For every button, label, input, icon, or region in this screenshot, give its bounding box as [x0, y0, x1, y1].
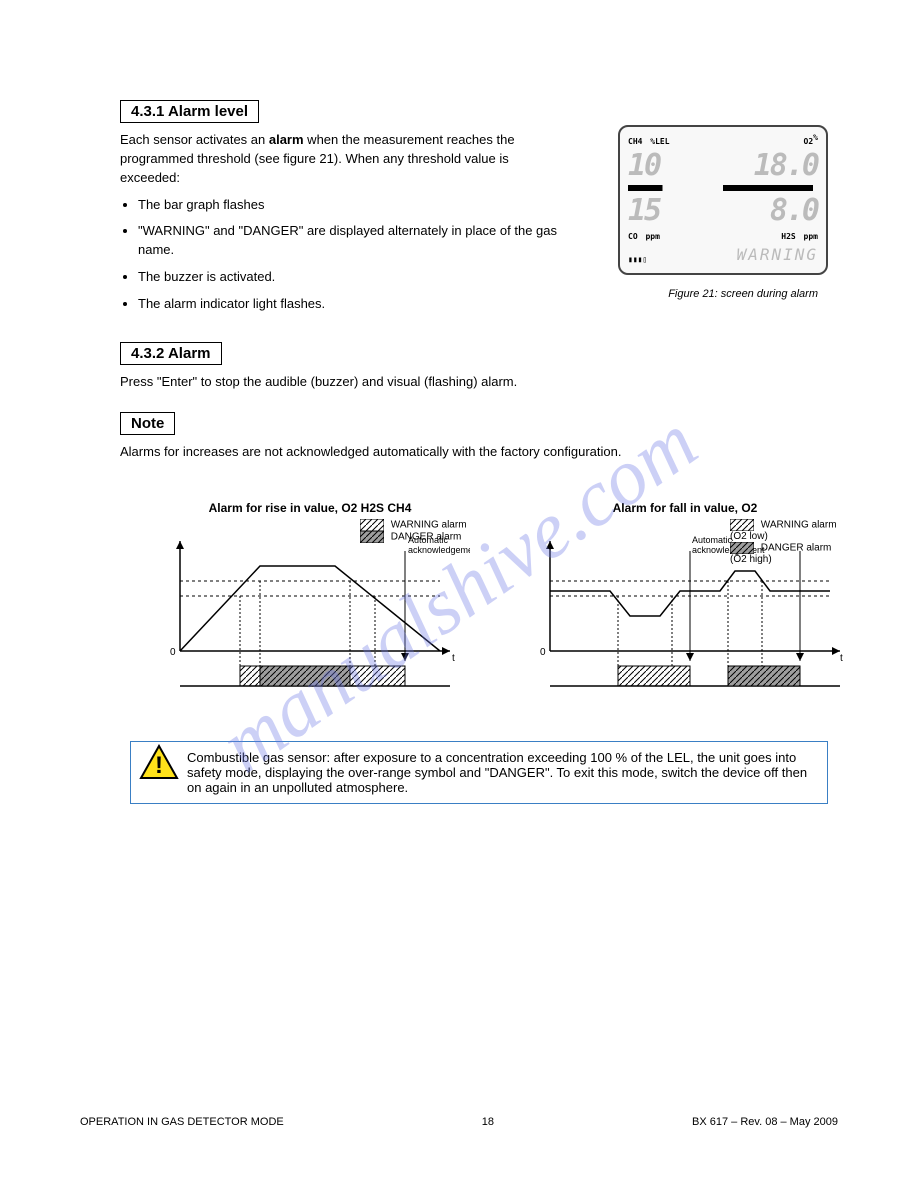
- chart-fall-title: Alarm for fall in value, O2: [520, 501, 850, 515]
- svg-text:t: t: [452, 653, 455, 664]
- bullet-buzzer: The buzzer is activated.: [138, 268, 558, 287]
- footer-page-number: 18: [482, 1116, 494, 1128]
- chart-fall: Alarm for fall in value, O2 WARNING alar…: [520, 501, 850, 706]
- legend-hatch-light-icon: [360, 519, 384, 531]
- lcd-h2s-val: 8.0: [770, 193, 818, 228]
- svg-text:acknowledgement: acknowledgement: [408, 545, 470, 555]
- page-content: CH4 %LEL O2 % 10 18.0 15 8.0 CO ppm H2S …: [0, 0, 918, 844]
- warning-text: Combustible gas sensor: after exposure t…: [187, 750, 807, 795]
- lcd-h2s-label: H2S: [781, 232, 795, 241]
- svg-text:!: !: [155, 752, 163, 779]
- chart-rise-svg: 0 t Automatic acknowledgement: [150, 521, 470, 701]
- intro-paragraph: Each sensor activates an alarm when the …: [120, 131, 540, 188]
- bullet-warning-danger: "WARNING" and "DANGER" are displayed alt…: [138, 222, 558, 260]
- lcd-status: WARNING: [737, 245, 818, 264]
- chart-rise-legend: WARNING alarm DANGER alarm: [360, 519, 467, 543]
- legend-fall-hatch-dark-icon: [730, 542, 754, 554]
- svg-text:0: 0: [170, 647, 176, 658]
- page-footer: OPERATION IN GAS DETECTOR MODE 18 BX 617…: [80, 1116, 838, 1128]
- lcd-o2-val: 18.0: [754, 148, 818, 183]
- legend-danger-label: DANGER alarm: [391, 532, 462, 543]
- section-heading-alarm-level: 4.3.1 Alarm level: [120, 100, 259, 123]
- charts-container: Alarm for rise in value, O2 H2S CH4 WARN…: [120, 501, 838, 721]
- chart-rise-title: Alarm for rise in value, O2 H2S CH4: [150, 501, 470, 515]
- legend-warning-label: WARNING alarm: [391, 520, 467, 531]
- warning-box: ! Combustible gas sensor: after exposure…: [130, 741, 828, 804]
- lcd-co-unit: ppm: [645, 232, 659, 241]
- svg-text:Automatic: Automatic: [692, 535, 733, 545]
- svg-text:0: 0: [540, 647, 546, 658]
- note-heading: Note: [120, 412, 175, 435]
- lcd-ch4-unit: %LEL: [650, 137, 669, 146]
- lcd-o2-unit: %: [813, 133, 818, 142]
- section-heading-alarm-ack: 4.3.2 Alarm: [120, 342, 222, 365]
- footer-left: OPERATION IN GAS DETECTOR MODE: [80, 1116, 284, 1128]
- lcd-ch4-val: 10: [628, 148, 660, 183]
- lcd-co-label: CO: [628, 232, 638, 241]
- chart-fall-legend: WARNING alarm (O2 low) DANGER alarm (O2 …: [730, 519, 850, 565]
- figure-caption: Figure 21: screen during alarm: [668, 288, 818, 300]
- note-text: Alarms for increases are not acknowledge…: [120, 443, 838, 462]
- legend-hatch-dark-icon: [360, 531, 384, 543]
- bullet-indicator: The alarm indicator light flashes.: [138, 295, 558, 314]
- lcd-o2-label: O2: [804, 137, 814, 146]
- lcd-ch4-label: CH4: [628, 137, 642, 146]
- legend-fall-hatch-light-icon: [730, 519, 754, 531]
- chart-rise: Alarm for rise in value, O2 H2S CH4 WARN…: [150, 501, 470, 706]
- lcd-co-val: 15: [628, 193, 660, 228]
- bullet-bargraph: The bar graph flashes: [138, 196, 558, 215]
- svg-text:t: t: [840, 653, 843, 664]
- footer-right: BX 617 – Rev. 08 – May 2009: [692, 1116, 838, 1128]
- ack-text: Press "Enter" to stop the audible (buzze…: [120, 373, 838, 392]
- lcd-display-figure: CH4 %LEL O2 % 10 18.0 15 8.0 CO ppm H2S …: [618, 125, 828, 275]
- lcd-h2s-unit: ppm: [804, 232, 818, 241]
- warning-triangle-icon: !: [139, 744, 179, 780]
- battery-icon: ▮▮▮▯: [628, 255, 647, 264]
